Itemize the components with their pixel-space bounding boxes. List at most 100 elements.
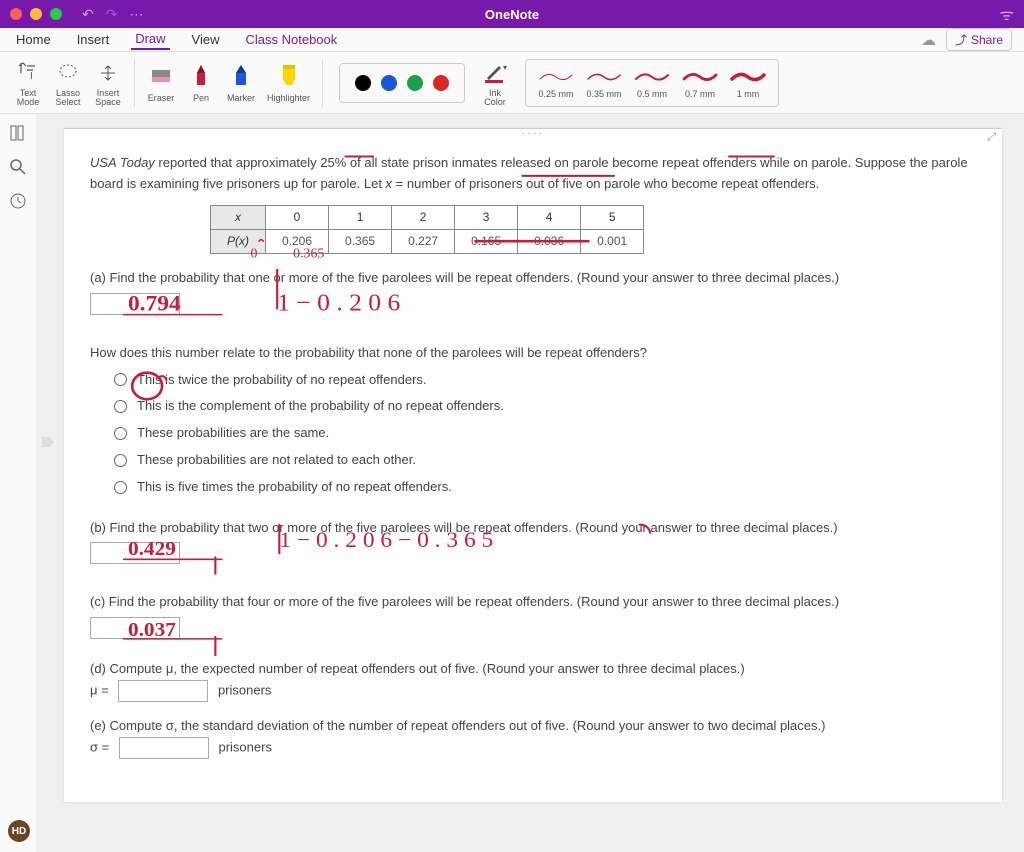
radio-icon	[114, 481, 127, 494]
marker-tool[interactable]: Marker	[221, 59, 261, 107]
stroke-label: 0.25 mm	[539, 89, 574, 99]
more-icon[interactable]: ⋯	[129, 6, 143, 23]
radio-label: This is the complement of the probabilit…	[137, 396, 504, 417]
tool-label: Pen	[193, 93, 209, 103]
question-a: (a) Find the probability that one or mor…	[90, 268, 976, 289]
menu-insert[interactable]: Insert	[73, 30, 114, 49]
minimize-button[interactable]	[30, 8, 42, 20]
close-button[interactable]	[10, 8, 22, 20]
redo-icon[interactable]: ↷	[106, 6, 118, 23]
menubar: Home Insert Draw View Class Notebook ☁ ⤴…	[0, 28, 1024, 52]
radio-option-3[interactable]: These probabilities are not related to e…	[114, 450, 976, 471]
draw-toolbar: I Text Mode Lasso Select Insert Space Er…	[0, 52, 1024, 114]
radio-icon	[114, 427, 127, 440]
answer-box-c[interactable]	[90, 617, 180, 639]
notebooks-icon[interactable]	[9, 124, 27, 142]
color-green[interactable]	[407, 75, 423, 91]
note-page[interactable]: ···· ⤢ USA Today reported that approxima…	[64, 128, 1002, 802]
insert-space-tool[interactable]: Insert Space	[88, 55, 128, 111]
menu-draw[interactable]: Draw	[131, 29, 169, 50]
answer-box-d[interactable]	[118, 680, 208, 702]
tool-label: Lasso Select	[55, 89, 80, 107]
radio-icon	[114, 400, 127, 413]
color-black[interactable]	[355, 75, 371, 91]
stroke-label: 0.5 mm	[637, 89, 667, 99]
eraser-tool[interactable]: Eraser	[141, 59, 181, 107]
radio-label: This is five times the probability of no…	[137, 477, 452, 498]
radio-label: These probabilities are not related to e…	[137, 450, 416, 471]
question-d: (d) Compute μ, the expected number of re…	[90, 659, 976, 680]
tool-label: Ink Color	[484, 89, 506, 107]
color-blue[interactable]	[381, 75, 397, 91]
probability-table: x012345 P(x)0.2060.3650.2270.1650.0360.0…	[210, 205, 644, 254]
intro-text: USA Today reported that approximately 25…	[90, 153, 976, 195]
text-mode-tool[interactable]: I Text Mode	[8, 55, 48, 111]
radio-icon	[114, 454, 127, 467]
window-controls	[10, 8, 62, 20]
tool-label: Text Mode	[17, 89, 40, 107]
answer-box-a[interactable]	[90, 293, 180, 315]
unit-label: prisoners	[218, 739, 271, 754]
sync-icon[interactable]: ᯤ	[999, 3, 1014, 25]
lasso-select-tool[interactable]: Lasso Select	[48, 55, 88, 111]
highlighter-tool[interactable]: Highlighter	[261, 59, 316, 107]
radio-label: These probabilities are the same.	[137, 423, 329, 444]
question-c: (c) Find the probability that four or mo…	[90, 592, 976, 613]
stroke-0[interactable]: 0.25 mm	[538, 67, 574, 99]
page-handle[interactable]: ····	[522, 126, 545, 144]
tool-label: Insert Space	[95, 89, 121, 107]
radio-option-1[interactable]: This is the complement of the probabilit…	[114, 396, 976, 417]
stroke-label: 1 mm	[737, 89, 760, 99]
menu-class-notebook[interactable]: Class Notebook	[242, 30, 342, 49]
avatar-initials: HD	[12, 826, 26, 837]
stroke-width-palette: 0.25 mm 0.35 mm 0.5 mm 0.7 mm 1 mm	[525, 59, 779, 107]
mu-label: μ =	[90, 682, 109, 697]
share-label: Share	[971, 33, 1003, 47]
menu-home[interactable]: Home	[12, 30, 55, 49]
radio-options: This is twice the probability of no repe…	[114, 370, 976, 498]
question-b: (b) Find the probability that two or mor…	[90, 518, 976, 539]
page-tab-icon[interactable]	[42, 434, 54, 444]
radio-option-2[interactable]: These probabilities are the same.	[114, 423, 976, 444]
svg-text:▾: ▾	[503, 63, 507, 72]
cloud-sync-icon[interactable]: ☁	[921, 31, 936, 49]
stroke-3[interactable]: 0.7 mm	[682, 67, 718, 99]
color-palette	[339, 63, 465, 103]
radio-icon	[114, 373, 127, 386]
color-red[interactable]	[433, 75, 449, 91]
answer-box-e[interactable]	[119, 737, 209, 759]
stroke-label: 0.7 mm	[685, 89, 715, 99]
stroke-4[interactable]: 1 mm	[730, 67, 766, 99]
titlebar: ↶ ↷ ⋯ OneNote ᯤ	[0, 0, 1024, 28]
tool-label: Eraser	[148, 93, 175, 103]
recent-icon[interactable]	[9, 192, 27, 210]
tool-label: Highlighter	[267, 93, 310, 103]
radio-option-4[interactable]: This is five times the probability of no…	[114, 477, 976, 498]
question-relate: How does this number relate to the proba…	[90, 343, 976, 364]
radio-option-0[interactable]: This is twice the probability of no repe…	[114, 370, 976, 391]
search-icon[interactable]	[9, 158, 27, 176]
share-icon: ⤴	[955, 31, 967, 48]
radio-label: This is twice the probability of no repe…	[137, 370, 427, 391]
tool-label: Marker	[227, 93, 255, 103]
avatar[interactable]: HD	[8, 820, 30, 842]
sidebar	[0, 114, 36, 852]
content-area: ···· ⤢ USA Today reported that approxima…	[36, 114, 1024, 852]
undo-icon[interactable]: ↶	[82, 6, 94, 23]
svg-text:I: I	[30, 71, 33, 82]
maximize-button[interactable]	[50, 8, 62, 20]
pen-tool[interactable]: Pen	[181, 59, 221, 107]
app-title: OneNote	[485, 7, 539, 22]
sigma-label: σ =	[90, 739, 109, 754]
menu-view[interactable]: View	[188, 30, 224, 49]
expand-icon[interactable]: ⤢	[987, 129, 996, 147]
answer-box-b[interactable]	[90, 542, 180, 564]
unit-label: prisoners	[218, 682, 271, 697]
svg-text:1 − 0 . 2 0 6: 1 − 0 . 2 0 6	[277, 290, 400, 316]
stroke-1[interactable]: 0.35 mm	[586, 67, 622, 99]
question-e: (e) Compute σ, the standard deviation of…	[90, 716, 976, 737]
stroke-2[interactable]: 0.5 mm	[634, 67, 670, 99]
ink-color-tool[interactable]: ▾ Ink Color	[475, 55, 515, 111]
stroke-label: 0.35 mm	[587, 89, 622, 99]
share-button[interactable]: ⤴ Share	[946, 28, 1012, 51]
